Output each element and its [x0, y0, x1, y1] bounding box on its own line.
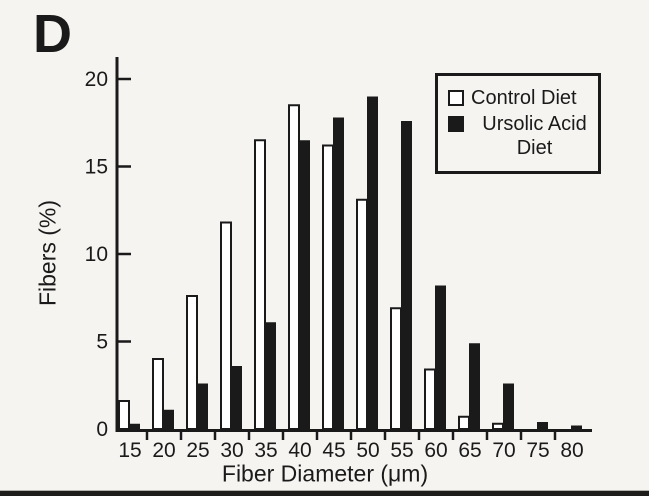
figure-bottom-border [0, 490, 649, 496]
bar-ursolic-75 [537, 422, 548, 429]
y-tick-label-5: 5 [96, 331, 108, 354]
x-tick-label-35: 35 [254, 439, 277, 462]
y-tick-label-10: 10 [85, 243, 108, 266]
bar-ursolic-55 [401, 121, 412, 429]
x-tick-label-20: 20 [152, 439, 175, 462]
bar-ursolic-80 [571, 425, 582, 429]
bar-ursolic-50 [367, 96, 378, 429]
bar-ursolic-70 [503, 383, 514, 429]
bar-ursolic-15 [129, 423, 140, 429]
bar-control-70 [492, 422, 504, 430]
black-square-icon [448, 116, 464, 133]
x-tick-label-65: 65 [458, 439, 481, 462]
x-tick-label-80: 80 [560, 439, 583, 462]
bar-ursolic-40 [299, 140, 310, 429]
bar-control-35 [254, 139, 266, 430]
bar-ursolic-30 [231, 366, 242, 429]
bar-ursolic-35 [265, 322, 276, 429]
bar-control-15 [118, 400, 130, 430]
x-tick-label-30: 30 [220, 439, 243, 462]
y-tick-label-20: 20 [85, 68, 108, 91]
x-tick-label-60: 60 [424, 439, 447, 462]
x-tick-label-45: 45 [322, 439, 345, 462]
white-square-icon [448, 90, 464, 106]
legend-label-ursolic-acid-diet: Ursolic Acid Diet [482, 113, 587, 159]
bar-control-20 [152, 358, 164, 430]
bar-control-60 [424, 368, 436, 430]
bar-control-55 [390, 307, 402, 430]
x-tick-label-15: 15 [118, 439, 141, 462]
legend: Control Diet Ursolic Acid Diet [435, 73, 601, 174]
bar-ursolic-25 [197, 383, 208, 429]
x-tick-label-55: 55 [390, 439, 413, 462]
bar-control-25 [186, 295, 198, 430]
bar-control-45 [322, 144, 334, 430]
bar-control-40 [288, 104, 300, 430]
x-tick-label-75: 75 [526, 439, 549, 462]
x-tick-label-50: 50 [356, 439, 379, 462]
bar-control-65 [458, 415, 470, 430]
y-tick-label-15: 15 [85, 156, 108, 179]
bar-ursolic-60 [435, 285, 446, 429]
x-tick-label-25: 25 [186, 439, 209, 462]
y-axis-label: Fibers (%) [34, 199, 61, 307]
bar-control-30 [220, 221, 232, 430]
bar-ursolic-45 [333, 117, 344, 429]
panel-letter: D [33, 4, 72, 64]
legend-item-ursolic-acid-diet: Ursolic Acid Diet [448, 113, 598, 160]
bar-ursolic-65 [469, 343, 480, 429]
y-tick-label-0: 0 [96, 418, 108, 441]
legend-label-control-diet: Control Diet [471, 87, 577, 109]
x-axis-label: Fiber Diameter (μm) [221, 460, 429, 487]
x-tick-label-70: 70 [492, 439, 515, 462]
legend-item-control-diet: Control Diet [448, 87, 598, 110]
bar-control-50 [356, 198, 368, 430]
bar-ursolic-20 [163, 409, 174, 429]
x-tick-label-40: 40 [288, 439, 311, 462]
